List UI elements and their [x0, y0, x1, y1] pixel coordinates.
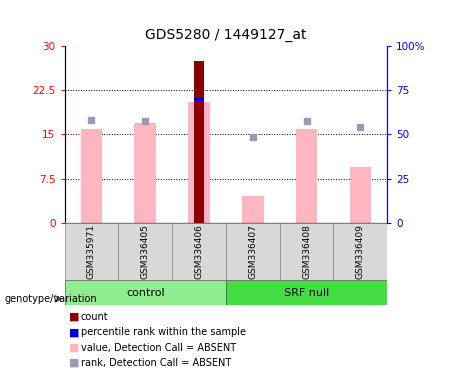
Bar — [226, 280, 387, 305]
Text: GSM336409: GSM336409 — [356, 224, 365, 279]
Bar — [81, 129, 102, 223]
Bar — [118, 223, 172, 280]
Bar — [280, 223, 333, 280]
Bar — [188, 102, 210, 223]
Bar — [65, 223, 118, 280]
Bar — [194, 61, 204, 223]
Title: GDS5280 / 1449127_at: GDS5280 / 1449127_at — [145, 28, 307, 42]
Bar — [194, 98, 204, 101]
Bar — [135, 122, 156, 223]
Text: GSM336407: GSM336407 — [248, 224, 257, 279]
Text: GSM336406: GSM336406 — [195, 224, 203, 279]
Bar — [296, 129, 317, 223]
Bar — [242, 196, 264, 223]
Text: GSM336405: GSM336405 — [141, 224, 150, 279]
Bar — [65, 280, 226, 305]
Text: count: count — [81, 312, 108, 322]
Bar — [349, 167, 371, 223]
Text: genotype/variation: genotype/variation — [5, 294, 97, 304]
Text: ■: ■ — [69, 312, 80, 322]
Bar — [172, 223, 226, 280]
Text: GSM335971: GSM335971 — [87, 224, 96, 279]
Text: ■: ■ — [69, 343, 80, 353]
Text: SRF null: SRF null — [284, 288, 329, 298]
Text: ■: ■ — [69, 358, 80, 368]
Text: value, Detection Call = ABSENT: value, Detection Call = ABSENT — [81, 343, 236, 353]
Text: control: control — [126, 288, 165, 298]
Text: GSM336408: GSM336408 — [302, 224, 311, 279]
Bar — [226, 223, 280, 280]
Bar — [333, 223, 387, 280]
Text: percentile rank within the sample: percentile rank within the sample — [81, 327, 246, 337]
Text: rank, Detection Call = ABSENT: rank, Detection Call = ABSENT — [81, 358, 231, 368]
Text: ■: ■ — [69, 327, 80, 337]
